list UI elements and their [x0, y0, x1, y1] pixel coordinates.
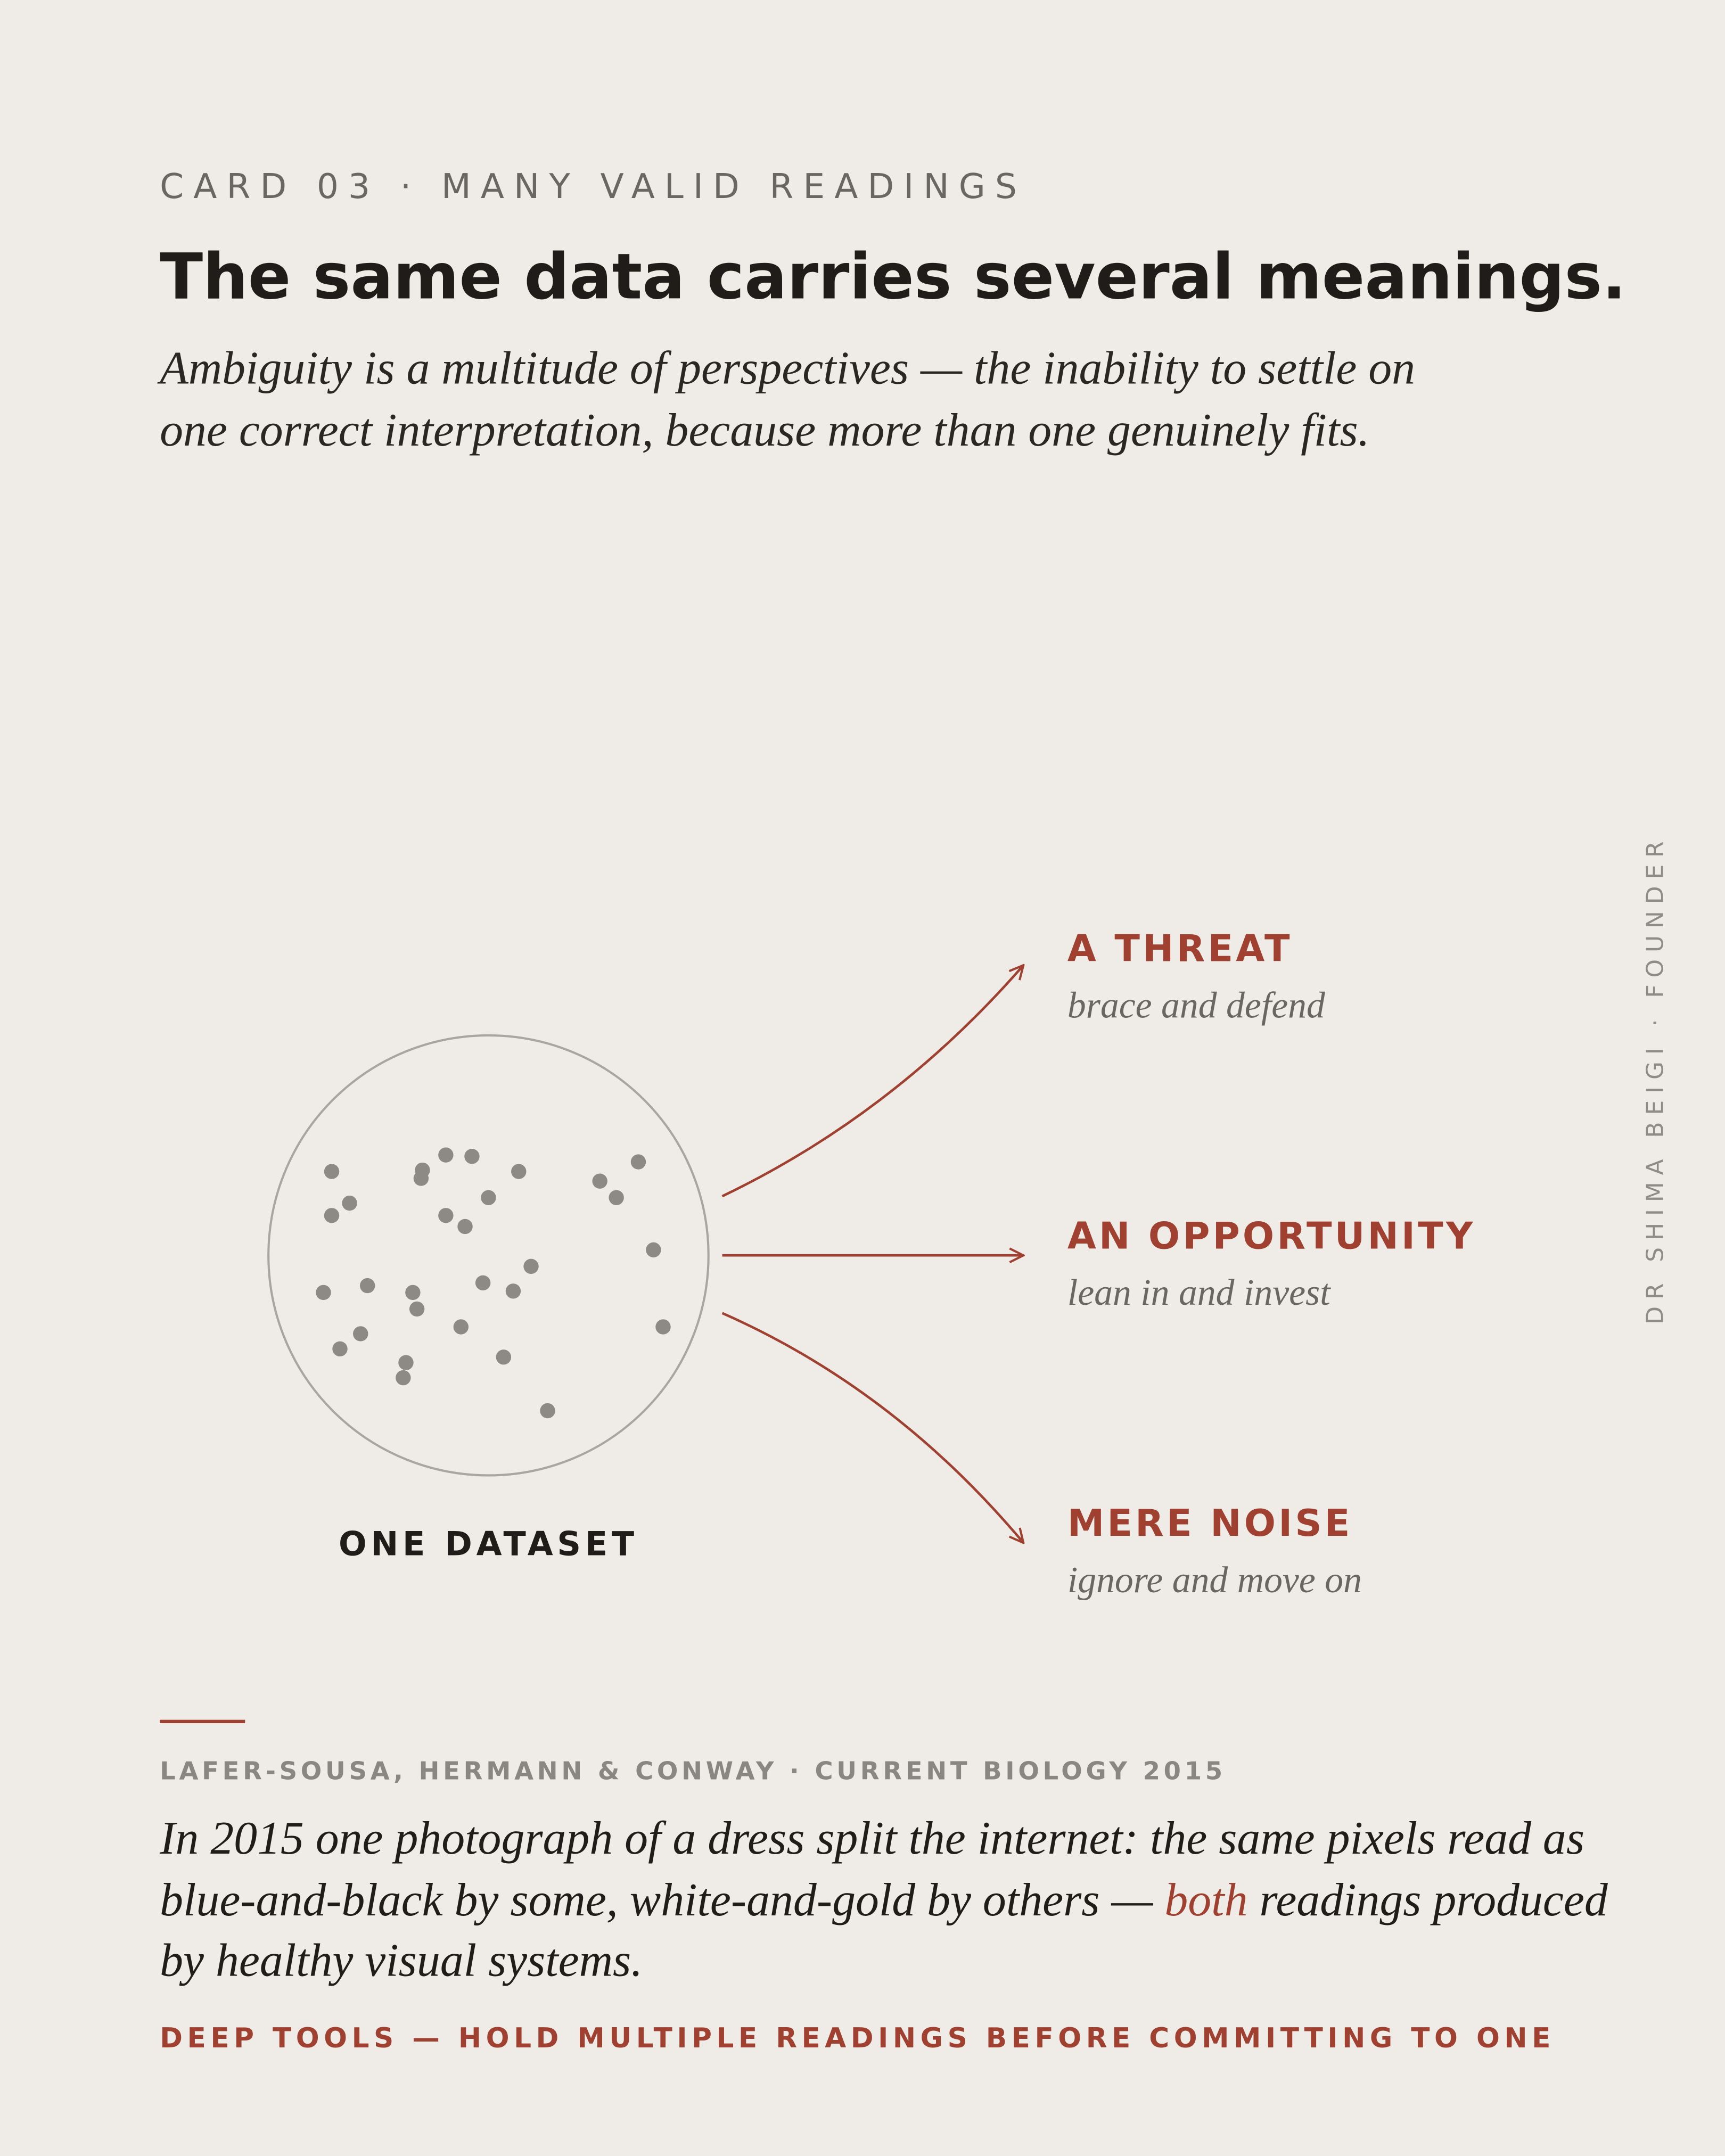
dot [316, 1285, 331, 1301]
dot [505, 1283, 521, 1299]
dot [324, 1164, 340, 1179]
arrows [721, 965, 1024, 1543]
body-emphasis: both [1164, 1874, 1247, 1925]
dot [630, 1154, 646, 1170]
dot [592, 1173, 607, 1189]
reading-label: AN OPPORTUNITY [1067, 1214, 1476, 1257]
subtitle-line: Ambiguity is a multitude of perspectives… [157, 342, 1415, 394]
dot [655, 1319, 671, 1335]
dot [398, 1355, 414, 1370]
reading-note: lean in and invest [1067, 1272, 1331, 1313]
dot [405, 1285, 421, 1301]
eyebrow: CARD 03 · MANY VALID READINGS [160, 167, 1026, 207]
dot [496, 1349, 512, 1365]
reading-note: ignore and move on [1067, 1560, 1362, 1601]
dot [511, 1164, 527, 1179]
dot [438, 1208, 454, 1223]
dot [646, 1242, 661, 1258]
dot [409, 1301, 425, 1317]
body-line: by healthy visual systems. [160, 1935, 643, 1986]
scatter-dots [316, 1147, 671, 1419]
dot [415, 1162, 430, 1178]
dot [464, 1149, 480, 1164]
dot [609, 1190, 624, 1205]
dot [475, 1275, 491, 1291]
body-text: readings produced [1247, 1874, 1608, 1925]
circle-outline [267, 1034, 710, 1477]
dot [540, 1403, 555, 1419]
dot [396, 1370, 411, 1386]
dot [438, 1147, 454, 1163]
title: The same data carries several meanings. [160, 240, 1626, 314]
dot [332, 1341, 348, 1357]
side-credit: DR SHIMA BEIGI · FOUNDER [1641, 834, 1669, 1324]
arrow [721, 965, 1024, 1198]
dot [359, 1278, 375, 1294]
dot [481, 1190, 496, 1205]
body-line: blue-and-black by some, white-and-gold b… [160, 1874, 1608, 1925]
dot [353, 1326, 368, 1342]
arrow [721, 1312, 1024, 1543]
reading-label: MERE NOISE [1067, 1502, 1353, 1545]
citation: LAFER-SOUSA, HERMANN & CONWAY · CURRENT … [160, 1756, 1226, 1785]
dot [324, 1208, 340, 1223]
body-text: blue-and-black by some, white-and-gold b… [160, 1874, 1164, 1925]
reading-label: A THREAT [1067, 927, 1293, 970]
dot [523, 1258, 539, 1274]
footer: DEEP TOOLS — HOLD MULTIPLE READINGS BEFO… [160, 2022, 1555, 2054]
dot [457, 1219, 473, 1235]
body-line: In 2015 one photograph of a dress split … [159, 1812, 1584, 1864]
subtitle-line: one correct interpretation, because more… [160, 404, 1369, 456]
dot [453, 1319, 469, 1335]
dot [342, 1195, 357, 1211]
dataset-label: ONE DATASET [339, 1524, 638, 1563]
dataset-circle [267, 1034, 710, 1477]
reading-note: brace and defend [1067, 985, 1326, 1026]
